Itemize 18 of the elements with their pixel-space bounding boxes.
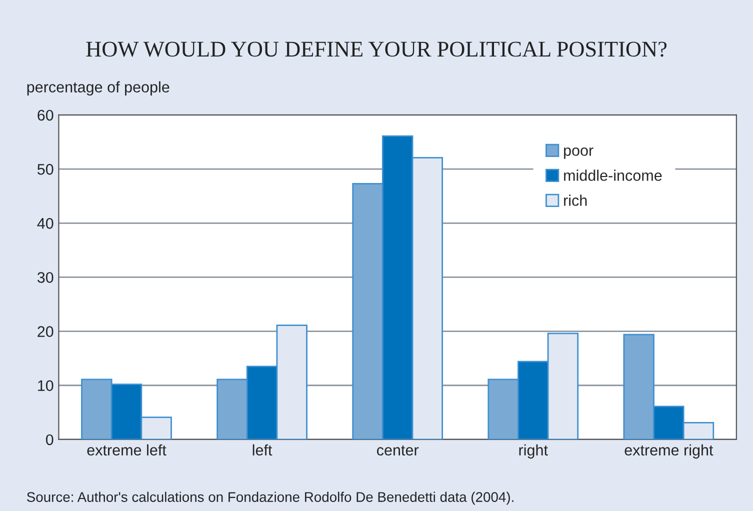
y-tick-label: 50 (37, 164, 54, 175)
x-tick-label: right (519, 444, 548, 459)
x-tick-label: center (377, 446, 419, 456)
y-tick-label: 20 (38, 326, 54, 337)
legend-label: rich (564, 194, 587, 206)
chart-title: HOW WOULD YOU DEFINE YOUR POLITICAL POSITION? (86, 42, 667, 57)
legend-label: poor (564, 148, 594, 159)
y-axis-title: percentage of people (27, 81, 170, 96)
x-tick-label: extreme right (624, 444, 714, 459)
y-tick-label: 30 (37, 272, 54, 283)
y-tick-label: 40 (37, 218, 54, 229)
source-note: Source: Author's calculations on Fondazione Rodolfo De Benedetti data (2004). (26, 492, 514, 505)
x-tick-label: extreme left (87, 444, 166, 456)
y-tick-label: 60 (38, 110, 54, 121)
x-tick-label: left (252, 444, 272, 456)
y-tick-label: 0 (46, 434, 54, 446)
y-tick-label: 10 (38, 380, 54, 392)
legend-label: middle-income (564, 170, 662, 181)
